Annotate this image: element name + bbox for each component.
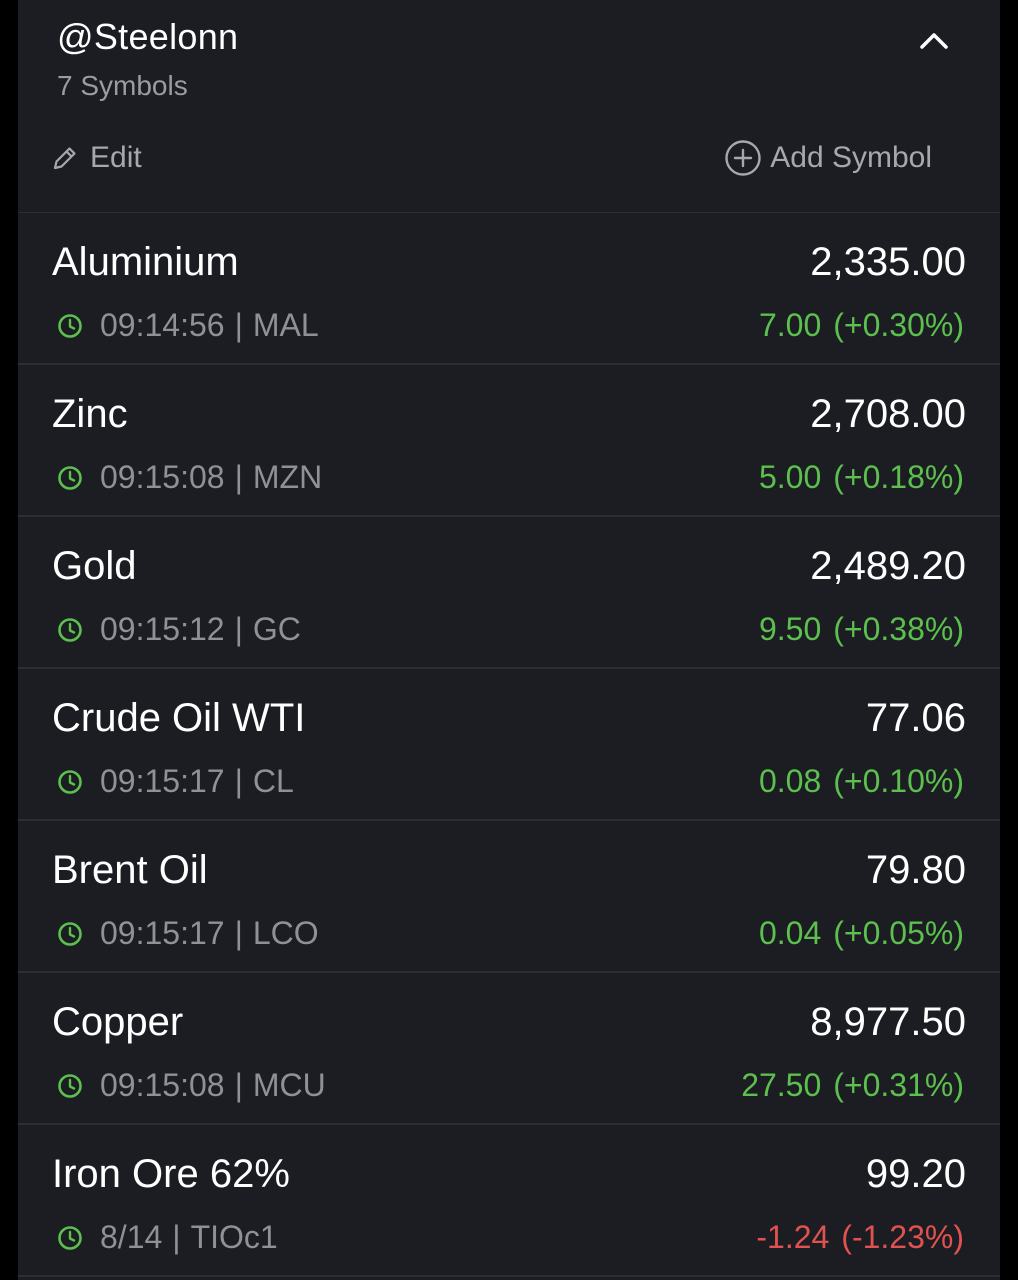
plus-circle-icon (724, 139, 762, 177)
change-value: 0.08 (758, 763, 822, 799)
symbol-meta: 09:15:12 | GC (56, 611, 301, 648)
symbol-ticker: MCU (252, 1067, 326, 1103)
symbol-meta: 09:15:08 | MCU (56, 1067, 326, 1104)
add-symbol-label: Add Symbol (770, 141, 932, 174)
edit-button[interactable]: Edit (50, 138, 142, 178)
symbol-meta: 09:15:17 | LCO (56, 915, 319, 952)
change-percent: (+0.31%) (833, 1067, 964, 1103)
symbol-meta: 09:15:08 | MZN (56, 459, 322, 496)
symbol-time: 09:15:08 (100, 459, 225, 495)
change-percent: (+0.38%) (833, 611, 964, 647)
change-value: -1.24 (756, 1219, 830, 1255)
symbol-ticker: GC (252, 611, 301, 647)
symbol-meta: 09:14:56 | MAL (56, 307, 319, 344)
symbol-price: 79.80 (865, 848, 966, 892)
change-percent: (-1.23%) (841, 1219, 964, 1255)
symbol-list: Aluminium 2,335.00 09:14:56 | MAL 7.00 (+… (18, 213, 1000, 1277)
symbol-change: 9.50 (+0.38%) (759, 611, 964, 648)
separator: | (234, 915, 243, 951)
symbol-meta: 09:15:17 | CL (56, 763, 294, 800)
symbol-price: 2,335.00 (810, 240, 966, 284)
add-symbol-button[interactable]: Add Symbol (724, 137, 932, 179)
watchlist-panel: @Steelonn 7 Symbols Edit (18, 0, 1000, 1280)
clock-icon (56, 464, 84, 492)
separator: | (234, 307, 243, 343)
symbol-row[interactable]: Zinc 2,708.00 09:15:08 | MZN 5.00 (+0.18%… (18, 365, 1000, 517)
symbol-row[interactable]: Brent Oil 79.80 09:15:17 | LCO 0.04 (+0.0… (18, 821, 1000, 973)
clock-icon (56, 312, 84, 340)
clock-icon (56, 768, 84, 796)
symbol-time: 09:15:17 (100, 763, 225, 799)
symbol-time: 8/14 (100, 1219, 163, 1255)
symbol-row[interactable]: Iron Ore 62% 99.20 8/14 | TIOc1 -1.24 (-1… (18, 1125, 1000, 1277)
symbol-time: 09:14:56 (100, 307, 225, 343)
symbol-change: 5.00 (+0.18%) (759, 459, 964, 496)
separator: | (234, 1067, 243, 1103)
symbol-name: Iron Ore 62% (52, 1152, 290, 1196)
symbol-name: Zinc (52, 392, 128, 436)
symbol-name: Gold (52, 544, 137, 588)
clock-icon (56, 616, 84, 644)
symbol-change: 0.04 (+0.05%) (759, 915, 964, 952)
symbol-row[interactable]: Aluminium 2,335.00 09:14:56 | MAL 7.00 (+… (18, 213, 1000, 365)
pencil-icon (50, 143, 80, 173)
symbol-price: 2,489.20 (810, 544, 966, 588)
symbol-ticker: MAL (252, 307, 319, 343)
symbol-price: 2,708.00 (810, 392, 966, 436)
symbol-row[interactable]: Gold 2,489.20 09:15:12 | GC 9.50 (+0.38%) (18, 517, 1000, 669)
change-percent: (+0.18%) (833, 459, 964, 495)
separator: | (234, 611, 243, 647)
symbol-row[interactable]: Crude Oil WTI 77.06 09:15:17 | CL 0.08 (+… (18, 669, 1000, 821)
edit-label: Edit (90, 141, 142, 174)
symbol-price: 99.20 (865, 1152, 966, 1196)
clock-icon (56, 1072, 84, 1100)
symbol-change: 7.00 (+0.30%) (759, 307, 964, 344)
separator: | (172, 1219, 181, 1255)
collapse-button[interactable] (914, 22, 954, 58)
symbol-count: 7 Symbols (57, 70, 188, 101)
change-percent: (+0.05%) (833, 915, 964, 951)
clock-icon (56, 920, 84, 948)
symbol-price: 77.06 (865, 696, 966, 740)
symbol-ticker: TIOc1 (190, 1219, 278, 1255)
symbol-ticker: CL (252, 763, 294, 799)
symbol-meta: 8/14 | TIOc1 (56, 1219, 278, 1256)
symbol-name: Brent Oil (52, 848, 208, 892)
chevron-up-icon (920, 33, 948, 49)
watchlist-header: @Steelonn 7 Symbols Edit (18, 0, 1000, 213)
symbol-change: 27.50 (+0.31%) (741, 1067, 964, 1104)
change-value: 7.00 (758, 307, 822, 343)
symbol-time: 09:15:17 (100, 915, 225, 951)
watchlist-title: @Steelonn (57, 16, 239, 57)
symbol-change: -1.24 (-1.23%) (756, 1219, 964, 1256)
change-value: 0.04 (758, 915, 822, 951)
change-value: 5.00 (758, 459, 822, 495)
symbol-row[interactable]: Copper 8,977.50 09:15:08 | MCU 27.50 (+0.… (18, 973, 1000, 1125)
symbol-time: 09:15:08 (100, 1067, 225, 1103)
symbol-name: Crude Oil WTI (52, 696, 306, 740)
symbol-name: Copper (52, 1000, 184, 1044)
change-value: 27.50 (741, 1067, 822, 1103)
symbol-ticker: LCO (252, 915, 319, 951)
change-percent: (+0.30%) (833, 307, 964, 343)
clock-icon (56, 1224, 84, 1252)
symbol-time: 09:15:12 (100, 611, 225, 647)
change-percent: (+0.10%) (833, 763, 964, 799)
separator: | (234, 459, 243, 495)
change-value: 9.50 (758, 611, 822, 647)
symbol-price: 8,977.50 (810, 1000, 966, 1044)
symbol-name: Aluminium (52, 240, 239, 284)
symbol-change: 0.08 (+0.10%) (759, 763, 964, 800)
symbol-ticker: MZN (252, 459, 323, 495)
separator: | (234, 763, 243, 799)
